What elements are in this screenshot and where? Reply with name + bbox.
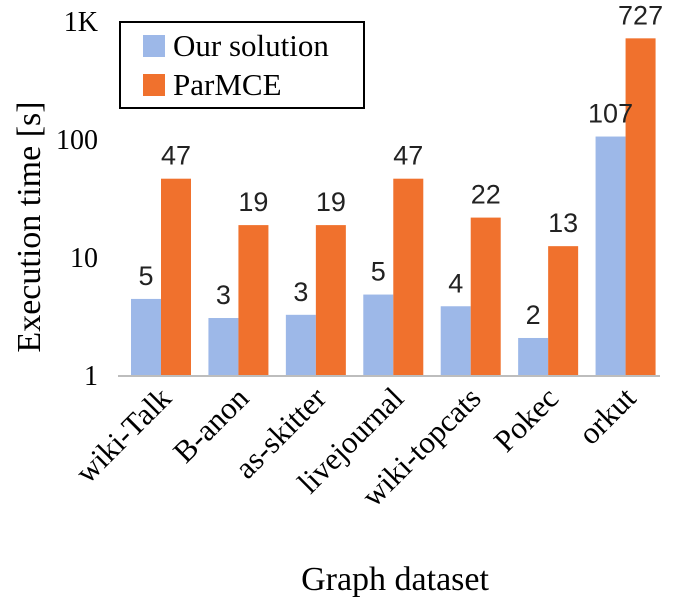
legend-label-parmce: ParMCE [173,67,282,102]
y-tick-labels: 1 10 100 1K [56,7,98,392]
bars-layer [131,38,656,377]
bar-parmce-wiki-talk [161,178,191,376]
legend-label-our-solution: Our solution [173,28,329,63]
bar-our-solution-wiki-talk [131,298,161,376]
data-label-parmce-as-skitter: 19 [316,187,346,217]
data-label-our-solution-wiki-talk: 5 [138,261,153,291]
bar-our-solution-orkut [595,136,626,376]
data-label-parmce-orkut: 727 [618,0,663,30]
x-tick-label-orkut: orkut [572,380,643,451]
x-tick-labels: wiki-TalkB-anonas-skitterlivejournalwiki… [68,380,643,514]
legend-swatch-parmce [143,74,165,96]
data-label-our-solution-wiki-topcats: 4 [448,268,463,298]
data-label-parmce-wiki-talk: 47 [161,141,191,171]
bar-parmce-pokec [548,246,579,376]
bar-parmce-as-skitter [315,225,346,376]
data-label-parmce-wiki-topcats: 22 [471,180,501,210]
bar-parmce-orkut [625,38,656,377]
data-label-parmce-livejournal: 47 [393,141,423,171]
data-label-our-solution-orkut: 107 [588,99,633,129]
data-label-parmce-pokec: 13 [548,208,578,238]
legend: Our solution ParMCE [119,21,365,109]
bar-our-solution-wiki-topcats [440,306,471,376]
bar-our-solution-pokec [518,337,549,376]
x-axis-title: Graph dataset [301,561,489,598]
y-axis-title: Execution time [s] [11,101,48,352]
data-label-our-solution-b-anon: 3 [216,280,231,310]
data-label-our-solution-as-skitter: 3 [293,277,308,307]
bar-our-solution-b-anon [208,318,239,376]
data-label-our-solution-livejournal: 5 [371,257,386,287]
x-tick-label-wiki-talk: wiki-Talk [68,380,178,490]
y-tick-label-10: 10 [70,243,98,274]
y-tick-label-1: 1 [84,361,98,392]
bar-our-solution-as-skitter [285,314,316,376]
x-tick-label-pokec: Pokec [487,380,565,458]
bar-parmce-wiki-topcats [470,217,501,376]
y-tick-label-1k: 1K [64,7,98,38]
data-label-parmce-b-anon: 19 [238,187,268,217]
bar-parmce-b-anon [238,225,269,376]
data-label-our-solution-pokec: 2 [526,300,541,330]
bar-our-solution-livejournal [363,294,394,376]
bar-parmce-livejournal [393,178,424,376]
legend-swatch-our-solution [143,35,165,57]
y-tick-label-100: 100 [56,125,98,156]
